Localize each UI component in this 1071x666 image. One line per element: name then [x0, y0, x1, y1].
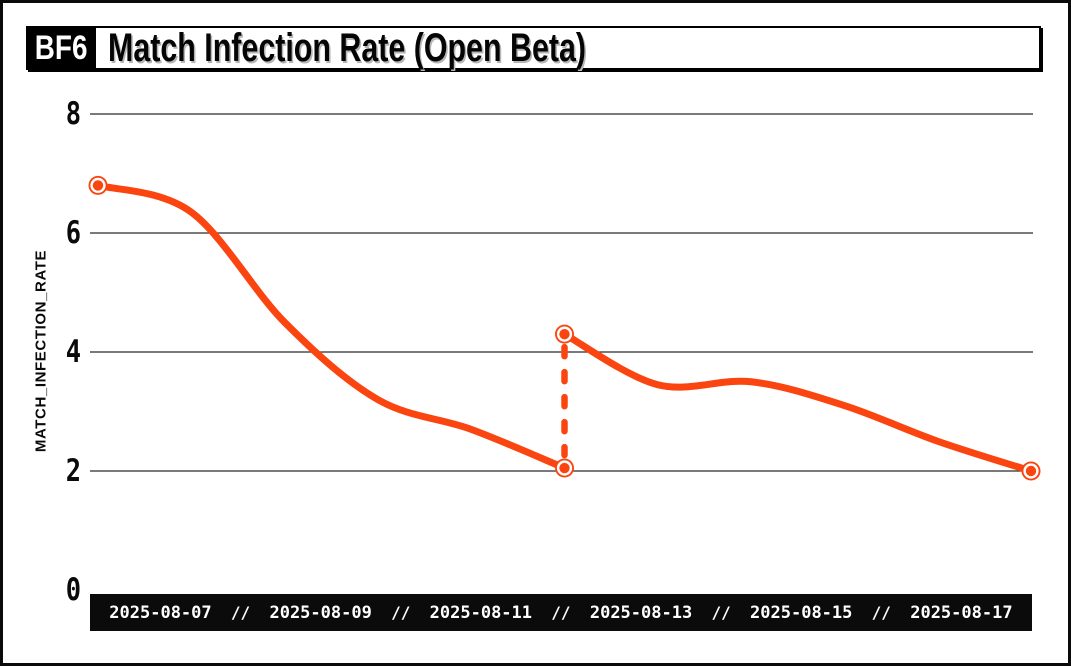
x-tick-separator: //	[230, 603, 251, 622]
y-tick-label-0: 0	[65, 572, 81, 608]
page-title: Match Infection Rate (Open Beta)	[108, 26, 587, 70]
line-chart-canvas	[88, 113, 1041, 481]
y-tick-label-6: 6	[65, 215, 81, 251]
x-tick-separator: //	[711, 603, 731, 622]
x-tick-label: 2025-08-15	[750, 602, 853, 623]
data-point-marker-2025-08-12-4.3	[555, 324, 574, 344]
y-tick-label-4: 4	[65, 334, 81, 370]
x-tick-label: 2025-08-13	[589, 602, 693, 623]
infection-rate-segment-2-line	[561, 330, 1035, 475]
data-point-marker-2025-08-07-6.8	[88, 175, 108, 195]
x-tick-separator: //	[551, 603, 571, 622]
y-tick-label-2: 2	[65, 453, 81, 489]
bf6-badge: BF6	[26, 26, 96, 70]
data-point-marker-2025-08-12-2.05	[555, 458, 574, 478]
infection-rate-segment-1-line	[94, 181, 568, 472]
x-tick-separator: //	[391, 603, 411, 622]
x-tick-label: 2025-08-07	[109, 602, 212, 623]
x-tick-label: 2025-08-17	[910, 602, 1013, 623]
x-tick-label: 2025-08-09	[269, 602, 372, 623]
x-tick-label: 2025-08-11	[429, 602, 533, 623]
title-bar: BF6 Match Infection Rate (Open Beta)	[26, 26, 1041, 70]
bf6-badge-label: BF6	[34, 29, 88, 67]
x-axis-date-bar: 2025-08-07 // 2025-08-09 // 2025-08-11 // 2025…	[90, 594, 1032, 631]
data-point-marker-2025-08-17-2	[1021, 461, 1041, 481]
y-tick-label-8: 8	[65, 96, 81, 132]
x-tick-separator: //	[871, 603, 891, 622]
